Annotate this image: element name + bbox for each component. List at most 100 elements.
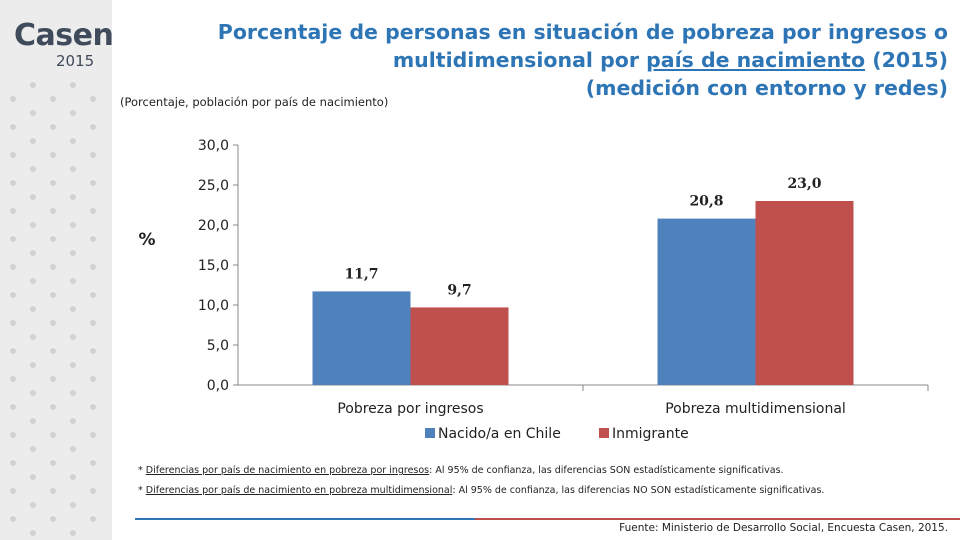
y-tick-label: 30,0 <box>198 138 229 154</box>
sidebar-dot <box>10 96 16 102</box>
sidebar-dot <box>50 432 56 438</box>
sidebar-dot <box>90 180 96 186</box>
sidebar-dot <box>10 124 16 130</box>
sidebar-dot <box>70 306 76 312</box>
legend-swatch <box>599 428 609 438</box>
footnote-1: * Diferencias por país de nacimiento en … <box>138 465 784 476</box>
sidebar-dot <box>30 194 36 200</box>
sidebar-dot <box>30 250 36 256</box>
footer-divider-blue <box>135 518 475 520</box>
footnote-1-rest: : Al 95% de confianza, las diferencias S… <box>429 465 784 476</box>
footnote-2-rest: : Al 95% de confianza, las diferencias N… <box>452 485 825 496</box>
sidebar-dot <box>70 278 76 284</box>
sidebar-panel <box>0 0 112 540</box>
sidebar-dot <box>50 460 56 466</box>
sidebar-dot <box>50 208 56 214</box>
sidebar-dot <box>90 320 96 326</box>
sidebar-dot <box>30 474 36 480</box>
sidebar-dot <box>90 96 96 102</box>
x-tick-label: Pobreza multidimensional <box>665 401 846 417</box>
sidebar-dot <box>30 502 36 508</box>
sidebar-dot <box>30 278 36 284</box>
chart-subtitle: (Porcentaje, población por país de nacim… <box>120 95 389 109</box>
x-tick-label: Pobreza por ingresos <box>337 401 483 417</box>
sidebar-dot <box>70 110 76 116</box>
sidebar-dot <box>90 488 96 494</box>
sidebar-dot <box>10 376 16 382</box>
footnote-1-prefix: * <box>138 465 146 476</box>
sidebar-dot <box>10 404 16 410</box>
sidebar-dot <box>10 292 16 298</box>
sidebar-dot <box>30 306 36 312</box>
footnote-2-underlined: Diferencias por país de nacimiento en po… <box>145 485 453 496</box>
title-line-2-pre: multidimensional por <box>392 48 647 72</box>
page-title: Porcentaje de personas en situación de p… <box>168 18 948 102</box>
sidebar-dot <box>30 222 36 228</box>
sidebar-dot <box>90 516 96 522</box>
sidebar-dot <box>10 152 16 158</box>
sidebar-dot <box>50 488 56 494</box>
sidebar-dot <box>70 502 76 508</box>
sidebar-dot <box>70 390 76 396</box>
footnote-1-underlined: Diferencias por país de nacimiento en po… <box>145 465 430 476</box>
sidebar-dot <box>10 460 16 466</box>
casen-logo: Casen <box>14 18 114 53</box>
title-line-1: Porcentaje de personas en situación de p… <box>217 20 948 44</box>
sidebar-dot <box>70 474 76 480</box>
sidebar-dot <box>90 264 96 270</box>
sidebar-dot <box>50 320 56 326</box>
bar <box>657 218 756 385</box>
sidebar-dot <box>30 166 36 172</box>
sidebar-dot <box>90 432 96 438</box>
sidebar-dot <box>70 166 76 172</box>
sidebar-dot <box>50 124 56 130</box>
sidebar-dot <box>70 446 76 452</box>
y-axis-label: % <box>138 230 155 250</box>
sidebar-dot <box>90 124 96 130</box>
y-tick-label: 10,0 <box>198 298 229 314</box>
sidebar-dot <box>30 418 36 424</box>
bar <box>312 291 411 385</box>
sidebar-dot <box>50 264 56 270</box>
data-label: 23,0 <box>787 176 821 192</box>
sidebar-dot <box>70 418 76 424</box>
bar <box>755 201 854 385</box>
y-tick-label: 15,0 <box>198 258 229 274</box>
sidebar-dot <box>70 138 76 144</box>
sidebar-dot <box>70 362 76 368</box>
sidebar-dot <box>10 208 16 214</box>
sidebar-dot <box>50 516 56 522</box>
sidebar-dot <box>70 194 76 200</box>
title-line-2: multidimensional por país de nacimiento … <box>168 46 948 74</box>
sidebar-dot <box>70 530 76 536</box>
sidebar-dot <box>90 460 96 466</box>
sidebar-dot <box>90 348 96 354</box>
sidebar-dot <box>10 432 16 438</box>
data-label: 9,7 <box>447 282 471 298</box>
sidebar-dot <box>30 446 36 452</box>
sidebar-dot <box>30 530 36 536</box>
source-note: Fuente: Ministerio de Desarrollo Social,… <box>619 522 948 534</box>
sidebar-dot <box>50 404 56 410</box>
y-tick-label: 25,0 <box>198 178 229 194</box>
sidebar-dot <box>50 180 56 186</box>
data-label: 20,8 <box>689 194 723 210</box>
sidebar-dot <box>50 292 56 298</box>
sidebar-dot <box>10 348 16 354</box>
sidebar-dot <box>30 334 36 340</box>
sidebar-dot <box>30 82 36 88</box>
sidebar-dot <box>70 334 76 340</box>
sidebar-dot <box>30 390 36 396</box>
y-tick-label: 5,0 <box>207 338 229 354</box>
title-line-2-post: (2015) <box>865 48 948 72</box>
sidebar-dot <box>90 292 96 298</box>
y-tick-label: 20,0 <box>198 218 229 234</box>
sidebar-dot <box>30 362 36 368</box>
footer-divider-red <box>475 518 960 520</box>
sidebar-dot <box>90 236 96 242</box>
sidebar-dot <box>50 152 56 158</box>
legend-label: Inmigrante <box>612 426 689 442</box>
bar <box>410 307 509 385</box>
data-label: 11,7 <box>344 266 378 282</box>
sidebar-dot <box>50 236 56 242</box>
